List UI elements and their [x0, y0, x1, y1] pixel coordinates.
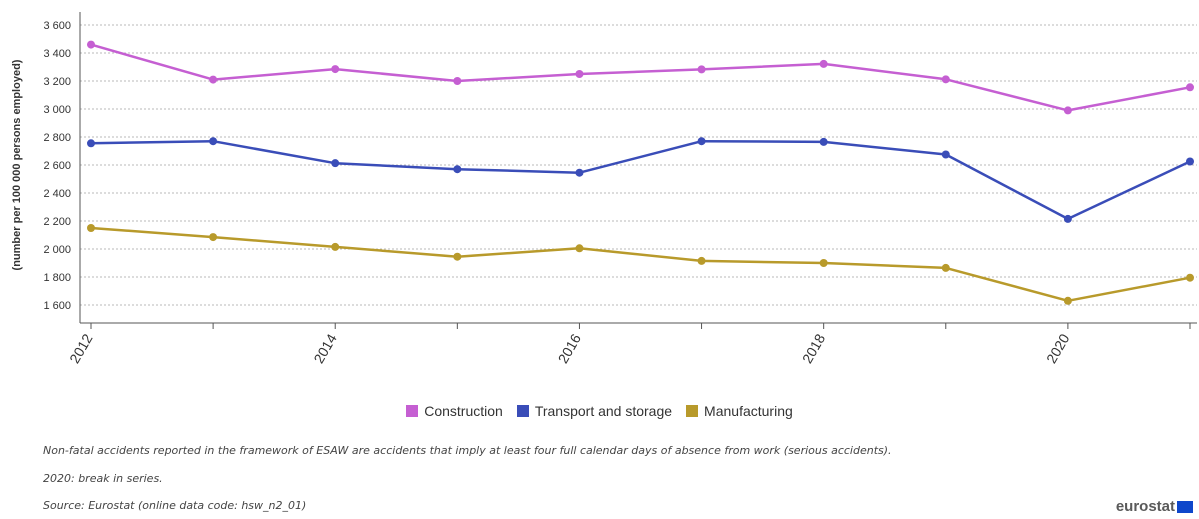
y-tick-label: 1 600: [43, 300, 71, 312]
data-point: [1186, 273, 1194, 282]
data-point: [575, 168, 584, 177]
series-lines: [90, 43, 1191, 303]
y-axis-label: (number per 100 000 persons employed): [11, 59, 23, 270]
data-point: [453, 165, 462, 174]
data-point: [87, 40, 95, 49]
y-tick-label: 3 000: [43, 104, 71, 116]
y-tick-label: 2 800: [43, 132, 71, 144]
data-point: [819, 137, 828, 146]
y-tick-label: 2 000: [43, 244, 71, 256]
legend-swatch: [406, 405, 419, 417]
definition-note: Non-fatal accidents reported in the fram…: [43, 444, 892, 457]
y-tick-label: 2 600: [43, 160, 71, 172]
legend-item[interactable]: Manufacturing: [686, 403, 793, 419]
y-axis-ticks: 1 600 1 800 2 000 2 200 2 400 2 600 2 800 3 000…: [43, 20, 71, 312]
data-point: [453, 252, 462, 261]
data-point: [1186, 83, 1194, 92]
y-tick-label: 3 400: [43, 48, 71, 60]
data-point: [453, 77, 462, 85]
logo-text: eurostat: [1115, 498, 1175, 515]
data-point: [331, 159, 340, 168]
y-tick-label: 3 600: [43, 20, 71, 32]
x-axis-ticks: 2012 2014 2016 2018 2020: [66, 323, 1191, 366]
eurostat-logo: eurostat: [1116, 498, 1193, 515]
data-point: [697, 137, 706, 146]
data-point: [1063, 214, 1072, 223]
y-tick-label: 2 400: [43, 188, 71, 200]
data-point: [575, 244, 584, 253]
data-point: [1063, 296, 1072, 305]
legend-item[interactable]: Construction: [406, 403, 503, 419]
data-point: [209, 75, 218, 84]
data-point: [697, 256, 706, 265]
data-point: [331, 65, 340, 74]
x-tick-label: 2020: [1043, 331, 1073, 366]
series-line-transport-and-storage: [90, 139, 1191, 221]
x-tick-label: 2018: [799, 331, 829, 366]
legend-swatch: [686, 405, 699, 417]
line-chart: 1 600 1 800 2 000 2 200 2 400 2 600 2 800 3 000…: [11, 12, 1197, 366]
x-tick-label: 2012: [66, 331, 96, 366]
series-line-construction: [90, 43, 1191, 112]
legend-label: Transport and storage: [534, 403, 673, 419]
break-note: 2020: break in series.: [43, 472, 163, 485]
legend-swatch: [516, 405, 529, 417]
data-point: [87, 224, 95, 232]
data-point: [819, 59, 828, 68]
x-tick-label: 2016: [555, 331, 585, 366]
x-tick-label: 2014: [310, 331, 340, 366]
data-point: [209, 233, 218, 242]
data-point: [331, 242, 340, 251]
y-tick-label: 3 200: [43, 76, 71, 88]
eu-flag-icon: [1177, 500, 1193, 513]
y-tick-label: 1 800: [43, 272, 71, 284]
data-point: [87, 139, 95, 148]
data-point: [941, 75, 950, 84]
gridlines: [80, 24, 1197, 306]
data-point: [209, 137, 218, 146]
series-points: [87, 40, 1194, 305]
series-line-manufacturing: [90, 226, 1191, 303]
x-axis: [79, 12, 1197, 324]
legend-label: Manufacturing: [704, 403, 793, 419]
data-point: [1063, 106, 1072, 115]
chart-legend: Construction Transport and storage Manufac…: [0, 403, 1199, 419]
legend-label: Construction: [424, 403, 503, 419]
data-point: [575, 70, 584, 78]
legend-item[interactable]: Transport and storage: [516, 403, 673, 419]
data-point: [819, 259, 828, 267]
y-tick-label: 2 200: [43, 216, 71, 228]
source-note: Source: Eurostat (online data code: hsw_…: [43, 499, 307, 512]
data-point: [941, 263, 950, 272]
data-point: [1186, 157, 1194, 166]
data-point: [941, 150, 950, 159]
data-point: [697, 65, 706, 74]
